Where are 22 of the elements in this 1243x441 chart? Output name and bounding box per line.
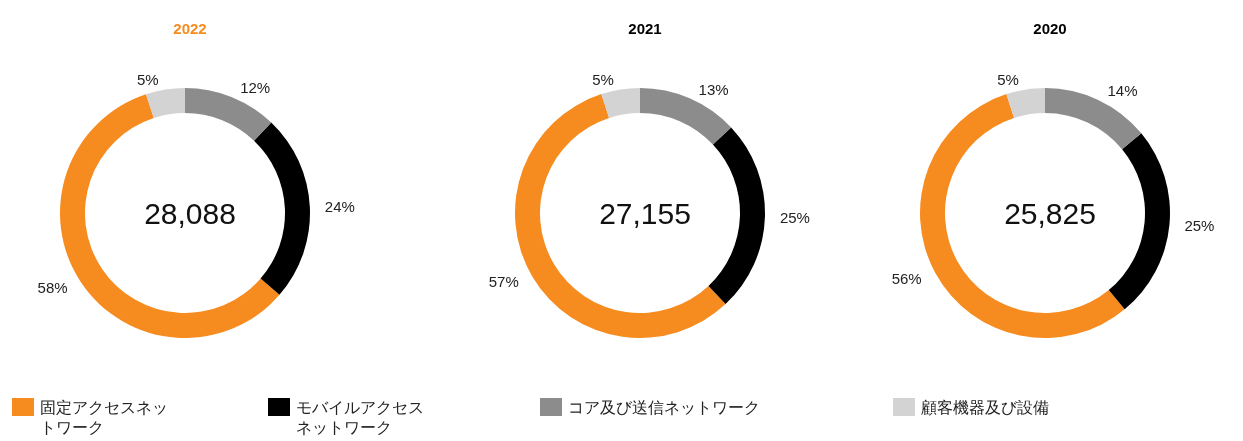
data-label: 13%	[698, 80, 729, 98]
data-label: 58%	[37, 279, 68, 297]
chart-title: 2022	[173, 20, 207, 37]
data-label: 56%	[891, 269, 922, 287]
legend-label: モバイルアクセスネットワーク	[296, 398, 425, 438]
data-label: 12%	[240, 79, 271, 97]
legend-label: 顧客機器及び設備	[921, 398, 1050, 418]
chart-title: 2020	[1033, 20, 1067, 37]
chart-title: 2021	[628, 20, 662, 37]
text: 28,088	[144, 196, 236, 230]
data-label: 14%	[1107, 82, 1138, 100]
legend-label: コア及び送信ネットワーク	[568, 398, 761, 418]
data-label: 25%	[1184, 217, 1215, 235]
data-label: 24%	[324, 198, 355, 216]
data-label: 5%	[997, 71, 1019, 89]
legend-label: 固定アクセスネットワーク	[40, 398, 169, 438]
data-label: 5%	[136, 71, 159, 89]
data-label: 5%	[592, 71, 614, 89]
data-label: 25%	[779, 208, 810, 226]
text: 25,825	[1004, 196, 1096, 230]
text: 27,155	[599, 196, 691, 230]
data-label: 57%	[488, 273, 519, 291]
